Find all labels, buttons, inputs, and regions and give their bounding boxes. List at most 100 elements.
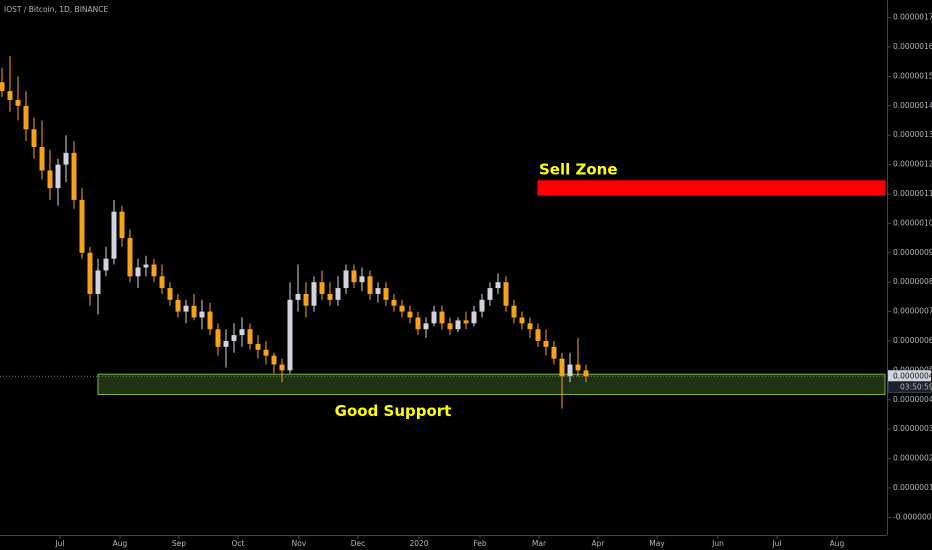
candle-body <box>415 317 421 330</box>
candle-body <box>143 264 149 268</box>
candle-body <box>167 288 173 300</box>
zone <box>537 180 886 196</box>
zone <box>97 373 886 395</box>
candle-body <box>15 99 21 106</box>
candle-body <box>39 146 45 171</box>
x-tick-label: Mar <box>532 539 547 548</box>
candle-body <box>535 329 541 341</box>
candle-body <box>503 282 509 306</box>
candle-body <box>383 288 389 300</box>
candle-body <box>359 276 365 283</box>
x-tick-label: May <box>649 539 665 548</box>
candle-body <box>247 329 253 344</box>
candle-body <box>55 164 61 189</box>
candle-body <box>519 317 525 324</box>
candle-body <box>279 364 285 371</box>
candle-body <box>95 270 101 294</box>
candle-body <box>463 320 469 324</box>
candle-body <box>183 305 189 312</box>
candle-body <box>135 267 141 277</box>
candle-body <box>303 293 309 306</box>
x-tick-label: Aug <box>113 539 128 548</box>
candle-body <box>111 211 117 259</box>
candle-body <box>543 340 549 347</box>
candle-body <box>215 329 221 347</box>
candle-body <box>207 311 213 330</box>
candle-body <box>295 293 301 300</box>
chart-title: IOST / Bitcoin, 1D, BINANCE <box>4 5 108 14</box>
candle-body <box>47 170 53 189</box>
candle-body <box>567 364 573 377</box>
candle-body <box>487 288 493 300</box>
candle-body <box>431 311 437 324</box>
candle-body <box>287 299 293 371</box>
y-tick-label: -0.00000000 <box>893 512 932 521</box>
candle-body <box>335 288 341 300</box>
candle-body <box>343 270 349 289</box>
x-tick-label: Nov <box>292 539 307 548</box>
zone-label: Sell Zone <box>539 160 618 178</box>
x-tick-label: Apr <box>592 539 606 548</box>
candle-body <box>271 355 277 365</box>
candle-body <box>231 335 237 341</box>
candle-body <box>351 270 357 283</box>
candle-body <box>263 349 269 356</box>
candle-body <box>407 311 413 318</box>
last-price-box <box>888 370 931 382</box>
candle-body <box>223 340 229 347</box>
x-tick-label: Jul <box>771 539 781 548</box>
candle-body <box>495 282 501 289</box>
candle-body <box>391 299 397 306</box>
candle-body <box>455 320 461 330</box>
candle-body <box>439 311 445 324</box>
candle-body <box>31 129 37 147</box>
candle-body <box>447 323 453 330</box>
candle-body <box>7 91 13 100</box>
x-tick-label: Feb <box>473 539 487 548</box>
x-tick-label: Aug <box>830 539 845 548</box>
candle-body <box>479 299 485 312</box>
candle-body <box>471 311 477 324</box>
candle-body <box>319 282 325 294</box>
candle-body <box>119 211 125 239</box>
candle-body <box>399 305 405 312</box>
x-tick-label: Jul <box>54 539 64 548</box>
candle-body <box>239 329 245 336</box>
candle-body <box>159 276 165 289</box>
candle-body <box>79 199 85 253</box>
x-tick-label: Dec <box>351 539 366 548</box>
x-tick-label: Oct <box>232 539 245 548</box>
candle-body <box>527 323 533 330</box>
candle-body <box>103 258 109 271</box>
candle-body <box>551 346 557 359</box>
candle-body <box>311 282 317 306</box>
candle-body <box>559 358 565 377</box>
candle-body <box>63 152 69 165</box>
candle-body <box>327 293 333 300</box>
candle-body <box>151 264 157 277</box>
candle-body <box>255 343 261 350</box>
candle-body <box>71 152 77 200</box>
zone-label: Good Support <box>335 402 452 420</box>
candle-body <box>511 305 517 318</box>
x-tick-label: Sep <box>172 539 186 548</box>
x-tick-label: 2020 <box>409 539 428 548</box>
candle-body <box>175 299 181 312</box>
candle-body <box>199 311 205 318</box>
